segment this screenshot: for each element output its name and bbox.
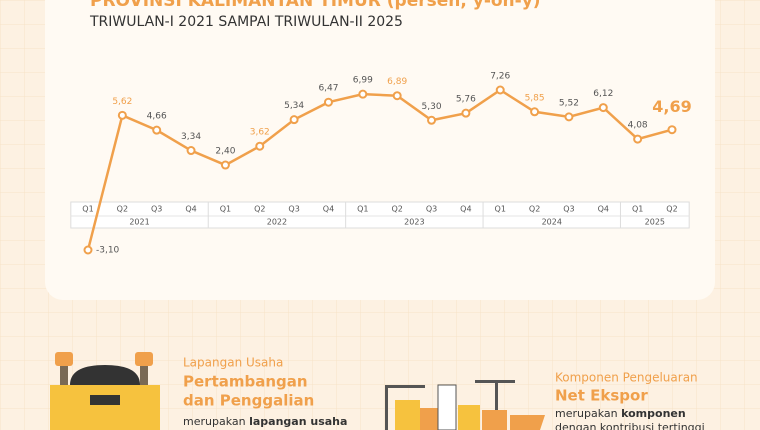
x-tick-label: Q1 <box>220 205 231 214</box>
value-label: 4,66 <box>147 112 167 122</box>
body-text: merupakan <box>183 415 246 428</box>
x-tick-label: Q1 <box>495 205 506 214</box>
x-tick-label: Q2 <box>117 205 128 214</box>
section-body: dengan kontribusi tertinggi <box>555 421 705 430</box>
section-body: merupakan lapangan usaha <box>183 415 347 428</box>
data-point <box>358 89 368 99</box>
x-group-label: 2024 <box>542 218 562 227</box>
x-tick-label: Q3 <box>426 205 437 214</box>
section-kicker: Komponen Pengeluaran <box>555 371 698 385</box>
body-text: merupakan <box>555 407 618 420</box>
data-point <box>564 112 574 122</box>
x-tick-label: Q4 <box>598 205 609 214</box>
data-point <box>152 125 162 135</box>
data-point <box>392 91 402 101</box>
x-tick-label: Q3 <box>563 205 574 214</box>
x-tick-label: Q1 <box>357 205 368 214</box>
body-emphasis: komponen <box>621 407 686 420</box>
x-tick-label: Q1 <box>82 205 93 214</box>
data-point <box>186 146 196 156</box>
x-tick-label: Q2 <box>529 205 540 214</box>
data-point <box>255 141 265 151</box>
section-heading: dan Penggalian <box>183 392 314 410</box>
value-label: 4,69 <box>652 97 691 116</box>
value-label: 6,89 <box>387 77 407 87</box>
value-label: 2,40 <box>215 147 235 157</box>
section-heading: Net Ekspor <box>555 387 648 405</box>
x-tick-label: Q2 <box>254 205 265 214</box>
x-tick-label: Q2 <box>391 205 402 214</box>
x-tick-label: Q4 <box>323 205 334 214</box>
section-heading: Pertambangan <box>183 373 308 391</box>
value-label: 5,76 <box>456 95 476 105</box>
data-point <box>495 85 505 95</box>
x-axis-band <box>70 201 690 229</box>
data-point <box>83 245 93 255</box>
data-point <box>598 103 608 113</box>
value-label: 5,52 <box>559 98 579 108</box>
ship-icon <box>385 380 545 430</box>
data-point <box>220 160 230 170</box>
data-point <box>667 125 677 135</box>
body-emphasis: lapangan usaha <box>249 415 347 428</box>
value-label: 5,30 <box>422 102 442 112</box>
value-label: 6,12 <box>593 89 613 99</box>
data-point <box>117 110 127 120</box>
x-tick-label: Q4 <box>460 205 471 214</box>
value-label: 5,62 <box>112 97 132 107</box>
data-point <box>323 97 333 107</box>
x-group-label: 2025 <box>645 218 665 227</box>
data-point <box>633 134 643 144</box>
x-group-label: 2022 <box>267 218 287 227</box>
x-group-label: 2023 <box>404 218 424 227</box>
x-tick-label: Q3 <box>288 205 299 214</box>
section-body: merupakan komponen <box>555 407 686 420</box>
x-group-label: 2021 <box>129 218 149 227</box>
data-point <box>289 115 299 125</box>
data-point <box>530 107 540 117</box>
chart-subtitle: TRIWULAN-I 2021 SAMPAI TRIWULAN-II 2025 <box>89 14 403 30</box>
x-tick-label: Q4 <box>185 205 196 214</box>
chart-card <box>45 0 715 300</box>
value-label: 5,34 <box>284 101 304 111</box>
section-kicker: Lapangan Usaha <box>183 356 283 370</box>
x-tick-label: Q2 <box>666 205 677 214</box>
value-label: 5,85 <box>525 93 545 103</box>
value-label: -3,10 <box>96 246 120 256</box>
value-label: 3,34 <box>181 132 201 142</box>
mining-icon <box>50 352 160 430</box>
data-point <box>427 115 437 125</box>
value-label: 7,26 <box>490 72 510 82</box>
series-line <box>86 88 673 251</box>
data-point <box>461 108 471 118</box>
x-tick-label: Q1 <box>632 205 643 214</box>
x-tick-label: Q3 <box>151 205 162 214</box>
value-label: 3,62 <box>250 128 270 138</box>
value-label: 6,99 <box>353 76 373 86</box>
value-label: 6,47 <box>318 84 338 94</box>
chart-title: PROVINSI KALIMANTAN TIMUR (persen, y-on-… <box>90 0 541 11</box>
value-label: 4,08 <box>628 121 648 131</box>
